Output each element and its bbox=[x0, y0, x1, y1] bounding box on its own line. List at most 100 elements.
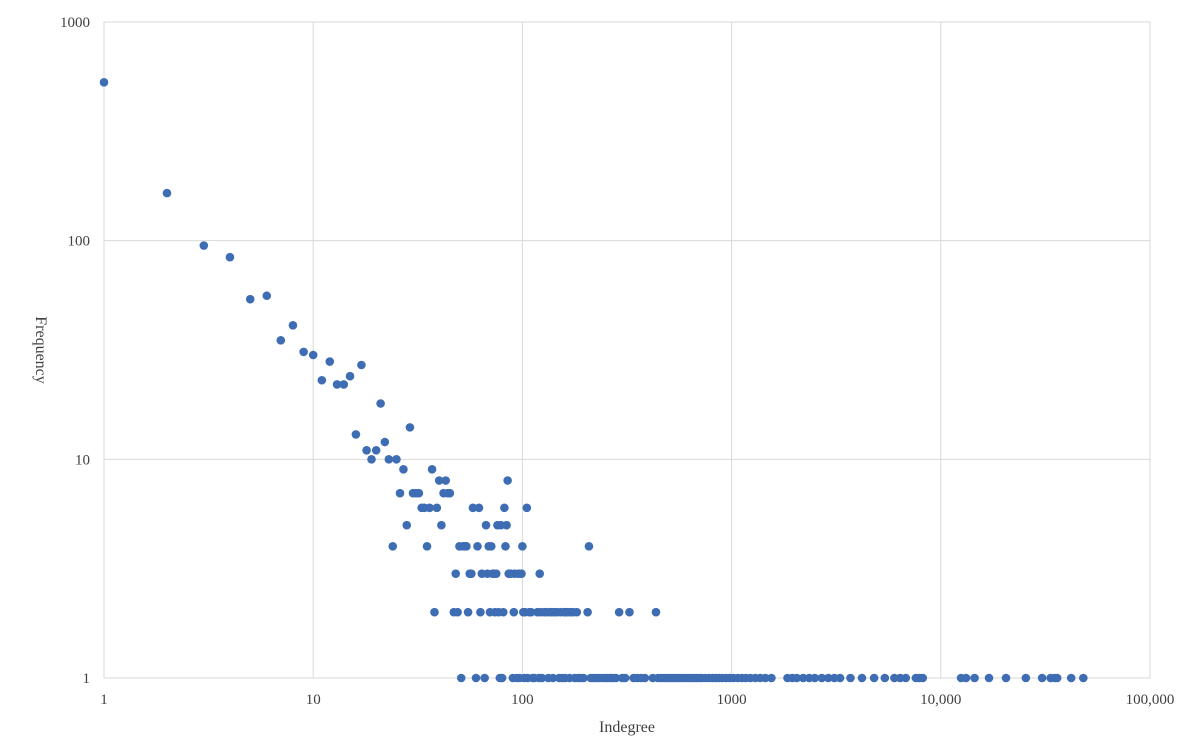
data-point bbox=[376, 399, 385, 408]
data-point bbox=[509, 607, 519, 617]
x-tick-label: 100,000 bbox=[1126, 692, 1175, 708]
data-point bbox=[486, 542, 496, 551]
data-point bbox=[362, 445, 371, 455]
data-point bbox=[325, 357, 335, 366]
data-point bbox=[792, 673, 802, 683]
data-point bbox=[502, 520, 511, 530]
data-point bbox=[332, 380, 342, 389]
data-point bbox=[491, 569, 501, 578]
data-point bbox=[453, 607, 462, 617]
x-tick-label: 100 bbox=[511, 692, 534, 708]
data-point bbox=[380, 437, 390, 447]
data-point bbox=[611, 673, 621, 683]
y-axis-tick-labels: 1 10 100 1000 bbox=[60, 15, 90, 687]
data-point bbox=[425, 503, 434, 513]
data-point bbox=[434, 476, 444, 485]
x-tick-label: 1 bbox=[100, 692, 108, 708]
data-point bbox=[522, 503, 532, 513]
data-point bbox=[498, 607, 508, 617]
data-point bbox=[869, 673, 879, 683]
data-point bbox=[500, 503, 509, 513]
data-point bbox=[620, 673, 630, 683]
data-point bbox=[225, 252, 235, 262]
data-point bbox=[961, 673, 971, 683]
data-point bbox=[357, 360, 366, 370]
data-point bbox=[473, 542, 482, 551]
data-point bbox=[846, 673, 855, 683]
data-point bbox=[317, 375, 327, 385]
data-point bbox=[405, 423, 415, 432]
data-point bbox=[1079, 673, 1088, 683]
data-point bbox=[445, 488, 455, 498]
data-point bbox=[471, 673, 481, 683]
data-point bbox=[1066, 673, 1076, 683]
data-point bbox=[572, 607, 582, 617]
data-point bbox=[518, 542, 527, 551]
data-point bbox=[501, 542, 510, 551]
data-point bbox=[437, 520, 446, 530]
data-point bbox=[399, 465, 408, 474]
data-point bbox=[526, 607, 536, 617]
data-point bbox=[414, 488, 424, 498]
data-point bbox=[537, 673, 547, 683]
data-points bbox=[99, 77, 1088, 683]
data-point bbox=[548, 673, 558, 683]
data-point bbox=[99, 77, 109, 87]
data-point bbox=[351, 430, 361, 439]
plot-area-frame bbox=[103, 21, 1151, 679]
data-point bbox=[517, 569, 526, 578]
data-point bbox=[392, 455, 401, 464]
data-point bbox=[970, 673, 979, 683]
x-tick-label: 10 bbox=[306, 692, 321, 708]
data-point bbox=[308, 350, 318, 360]
data-point bbox=[467, 569, 476, 578]
data-point bbox=[430, 607, 439, 617]
data-point bbox=[422, 542, 432, 551]
data-point bbox=[497, 673, 507, 683]
data-point bbox=[1021, 673, 1031, 683]
data-point bbox=[579, 673, 588, 683]
data-point bbox=[798, 673, 808, 683]
data-point bbox=[1001, 673, 1011, 683]
y-tick-label: 1000 bbox=[60, 15, 90, 31]
x-axis-tick-labels: 1 10 100 1000 10,000 100,000 bbox=[100, 692, 1174, 708]
data-point bbox=[299, 347, 308, 357]
data-point bbox=[480, 673, 489, 683]
data-point bbox=[857, 673, 867, 683]
data-point bbox=[384, 455, 394, 464]
y-tick-label: 10 bbox=[75, 452, 90, 468]
y-tick-label: 1 bbox=[83, 671, 91, 687]
y-tick-label: 100 bbox=[68, 234, 91, 250]
data-point bbox=[817, 673, 827, 683]
data-point bbox=[1052, 673, 1062, 683]
data-point bbox=[388, 542, 398, 551]
x-tick-label: 10,000 bbox=[920, 692, 961, 708]
data-point bbox=[451, 569, 461, 578]
y-axis-title: Frequency bbox=[32, 316, 49, 384]
data-point bbox=[441, 476, 451, 485]
data-point bbox=[162, 188, 172, 198]
data-point bbox=[1037, 673, 1047, 683]
data-point bbox=[640, 673, 650, 683]
data-point bbox=[463, 607, 473, 617]
data-point bbox=[761, 673, 770, 683]
data-point bbox=[476, 607, 485, 617]
data-point bbox=[468, 503, 478, 513]
data-point bbox=[880, 673, 890, 683]
data-point bbox=[345, 371, 355, 381]
data-point bbox=[427, 465, 437, 474]
data-point bbox=[367, 455, 376, 464]
data-point bbox=[456, 673, 466, 683]
data-point bbox=[767, 673, 776, 683]
data-point bbox=[276, 336, 286, 345]
data-point bbox=[984, 673, 994, 683]
data-point bbox=[503, 476, 512, 485]
data-point bbox=[625, 607, 634, 617]
data-point bbox=[583, 607, 592, 617]
data-point bbox=[918, 673, 928, 683]
data-point bbox=[584, 542, 594, 551]
data-point bbox=[245, 294, 255, 304]
data-point bbox=[339, 380, 349, 389]
data-point bbox=[481, 520, 491, 530]
